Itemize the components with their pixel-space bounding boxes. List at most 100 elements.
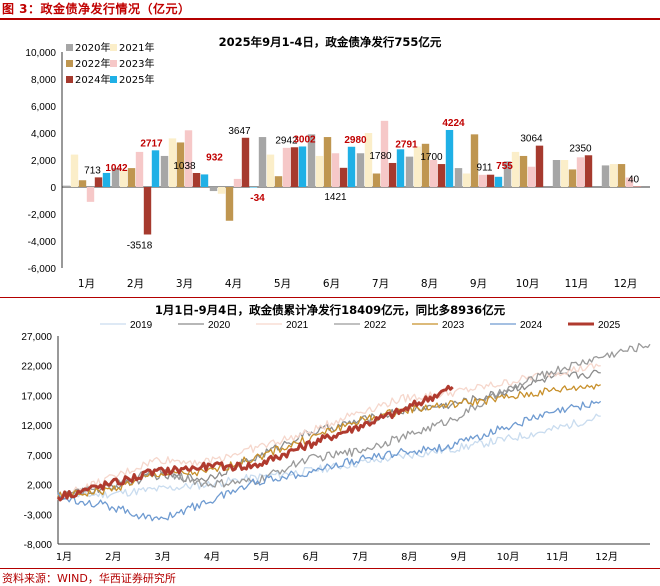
bar-2021年: [462, 173, 471, 187]
x-month-label: 8月: [401, 551, 417, 563]
line-series-2019: [57, 413, 601, 501]
legend-label: 2020年: [75, 41, 110, 54]
data-label-2024: 3647: [228, 126, 251, 137]
x-month-label: 2月: [105, 551, 121, 563]
top-divider: [0, 18, 660, 20]
bar-chart: 2025年9月1-4日，政金债净发行755亿元 -6,000 -4,000 -2,00…: [25, 35, 650, 290]
bar-2022年: [568, 169, 577, 187]
bar-2020年: [454, 168, 463, 187]
bar-2022年: [617, 164, 626, 187]
y-tick-label: -3,000: [24, 510, 53, 521]
bar-2020年: [405, 156, 414, 188]
bar-2021年: [609, 164, 618, 187]
legend-swatch-2020年: [66, 44, 73, 51]
bar-2022年: [78, 180, 87, 187]
bar-2022年: [470, 134, 479, 187]
data-label-2025: 1042: [105, 163, 128, 174]
x-category-label: 7月: [372, 278, 389, 290]
bar-2023年: [184, 130, 193, 187]
data-label-2024: 2350: [569, 143, 592, 154]
bar-2023年: [625, 177, 634, 187]
bar-2023年: [429, 160, 438, 187]
line-series-2024: [57, 400, 602, 522]
middle-divider: [0, 297, 660, 298]
legend-label: 2021: [286, 320, 309, 331]
data-label-2025: -34: [250, 193, 265, 204]
y-tick-label: 12,000: [21, 421, 52, 432]
bar-2020年: [503, 161, 512, 187]
line-chart-title: 1月1日-9月4日，政金债累计净发行18409亿元，同比多8936亿元: [155, 303, 506, 317]
x-month-label: 7月: [352, 551, 368, 563]
bar-2025年: [396, 149, 405, 187]
x-month-label: 9月: [450, 551, 466, 563]
bar-2021年: [560, 160, 569, 187]
x-month-label: 1月: [56, 551, 72, 563]
bar-2020年: [111, 168, 120, 187]
bar-2020年: [356, 153, 365, 187]
legend-label: 2025: [598, 320, 621, 331]
x-category-label: 9月: [470, 278, 487, 290]
bar-2025年: [298, 146, 307, 187]
legend-swatch-2024年: [66, 76, 73, 83]
y-tick-label: 10,000: [25, 48, 56, 59]
y-tick-label: 7,000: [27, 451, 52, 462]
y-tick-label: 6,000: [31, 102, 56, 113]
bar-2020年: [601, 165, 610, 187]
line-series-2025: [56, 384, 454, 502]
legend-label: 2021年: [119, 41, 154, 54]
y-tick-label: -8,000: [24, 540, 53, 551]
bar-2022年: [127, 168, 136, 187]
legend-label: 2022: [364, 320, 387, 331]
data-label-2024: -3518: [127, 241, 153, 252]
bar-2024年: [143, 187, 152, 235]
bar-2023年: [380, 120, 389, 187]
bar-2024年: [94, 177, 103, 187]
x-category-label: 5月: [274, 278, 291, 290]
bar-2022年: [519, 155, 528, 187]
bar-2024年: [241, 137, 250, 187]
bar-2020年: [258, 137, 267, 187]
y-tick-label: 17,000: [21, 391, 52, 402]
data-label-2024: 3064: [520, 134, 543, 145]
bar-2021年: [119, 170, 128, 187]
bar-chart-title: 2025年9月1-4日，政金债净发行755亿元: [219, 35, 442, 49]
bar-2024年: [486, 174, 495, 187]
x-category-label: 2月: [127, 278, 144, 290]
bar-2025年: [445, 129, 454, 187]
x-category-label: 4月: [225, 278, 242, 290]
bar-2025年: [347, 146, 356, 187]
source-note: 资料来源：WIND，华西证券研究所: [2, 572, 176, 585]
data-label-2025: 4224: [442, 118, 465, 129]
x-category-label: 8月: [421, 278, 438, 290]
bar-2022年: [421, 143, 430, 187]
line-series-2023: [57, 383, 601, 499]
data-label-2024: 911: [477, 163, 493, 174]
bar-2023年: [135, 151, 144, 187]
bar-2024年: [192, 172, 201, 187]
legend-label: 2025年: [119, 73, 154, 86]
bar-2021年: [413, 146, 422, 187]
y-tick-label: 2,000: [31, 156, 56, 167]
bar-2025年: [249, 187, 258, 188]
data-label-2025: 2980: [344, 135, 367, 146]
bar-2024年: [339, 167, 348, 187]
bar-2023年: [86, 187, 95, 202]
bar-2024年: [437, 164, 446, 187]
bar-2021年: [266, 154, 275, 187]
bar-2024年: [535, 145, 544, 187]
bar-2020年: [160, 155, 169, 187]
bar-2021年: [364, 133, 373, 187]
x-month-label: 6月: [302, 551, 318, 563]
data-label-2025: 755: [496, 161, 513, 172]
legend-swatch-2021年: [110, 44, 117, 51]
bar-2022年: [225, 187, 234, 221]
x-category-label: 10月: [516, 278, 540, 290]
y-tick-label: -2,000: [28, 210, 57, 221]
x-month-label: 4月: [204, 551, 220, 563]
y-tick-label: 8,000: [31, 75, 56, 86]
bar-2020年: [62, 185, 71, 187]
data-label-2024: 2942: [275, 135, 298, 146]
x-month-label: 3月: [154, 551, 170, 563]
x-month-label: 12月: [595, 551, 618, 563]
bar-2022年: [323, 137, 332, 187]
